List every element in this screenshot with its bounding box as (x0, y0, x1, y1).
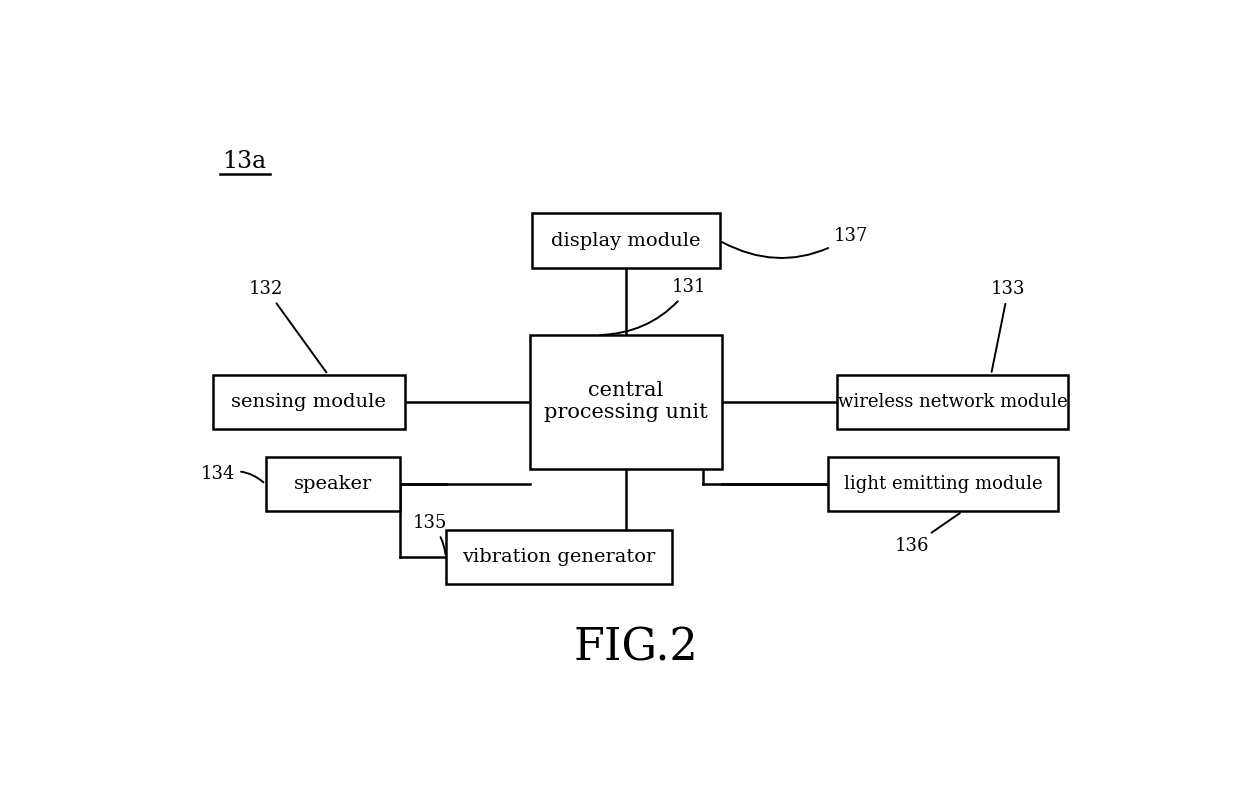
Text: sensing module: sensing module (232, 393, 386, 411)
Text: light emitting module: light emitting module (843, 475, 1043, 493)
Text: 135: 135 (413, 514, 446, 555)
FancyBboxPatch shape (265, 457, 401, 511)
Text: 134: 134 (201, 465, 263, 483)
Text: 136: 136 (895, 513, 960, 555)
FancyBboxPatch shape (828, 457, 1058, 511)
Text: wireless network module: wireless network module (838, 393, 1068, 411)
Text: 132: 132 (249, 280, 326, 372)
Text: 133: 133 (991, 280, 1025, 372)
Text: 137: 137 (722, 227, 868, 258)
Text: central
processing unit: central processing unit (544, 382, 708, 423)
FancyBboxPatch shape (837, 374, 1068, 430)
FancyBboxPatch shape (532, 213, 719, 268)
Text: display module: display module (551, 231, 701, 250)
Text: FIG.2: FIG.2 (573, 626, 698, 670)
FancyBboxPatch shape (213, 374, 404, 430)
Text: speaker: speaker (294, 475, 372, 493)
Text: 13a: 13a (222, 150, 267, 173)
FancyBboxPatch shape (445, 530, 672, 585)
Text: vibration generator: vibration generator (463, 548, 655, 566)
Text: 131: 131 (600, 279, 707, 335)
FancyBboxPatch shape (529, 335, 722, 469)
